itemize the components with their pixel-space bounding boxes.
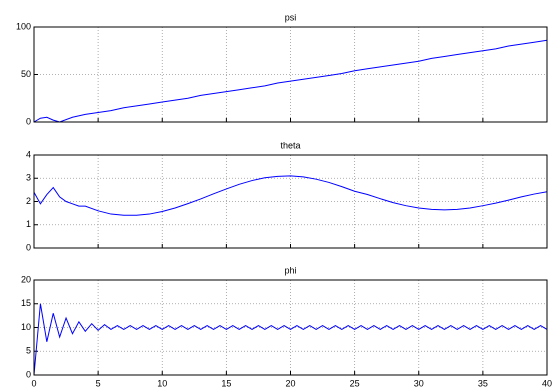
axes-box: [33, 154, 548, 249]
subplot-title: phi: [284, 265, 296, 275]
axes-background: [34, 155, 547, 248]
data-line: [33, 303, 548, 376]
y-tick-label: 0: [26, 369, 31, 379]
x-tick-label: 5: [96, 378, 101, 388]
x-tick-label: 10: [157, 378, 167, 388]
subplot-title: psi: [285, 12, 297, 22]
y-tick-label: 2: [26, 196, 31, 206]
y-tick-label: 3: [26, 173, 31, 183]
y-tick-label: 20: [21, 274, 31, 284]
y-tick-label: 15: [21, 298, 31, 308]
data-line: [33, 175, 548, 216]
x-tick-label: 40: [542, 378, 552, 388]
x-tick-label: 15: [221, 378, 231, 388]
axes-box: [33, 26, 548, 123]
y-tick-label: 100: [16, 21, 31, 31]
y-tick-label: 50: [21, 69, 31, 79]
y-tick-label: 5: [26, 346, 31, 356]
y-tick-label: 1: [26, 219, 31, 229]
x-tick-label: 30: [414, 378, 424, 388]
y-tick-label: 4: [26, 149, 31, 159]
subplot-title: theta: [280, 140, 300, 150]
y-tick-label: 0: [26, 116, 31, 126]
x-tick-label: 25: [350, 378, 360, 388]
x-tick-label: 20: [285, 378, 295, 388]
axes-box: [33, 279, 548, 376]
y-tick-label: 10: [21, 322, 31, 332]
x-tick-label: 35: [478, 378, 488, 388]
x-tick-label: 0: [31, 378, 36, 388]
data-line: [33, 39, 548, 123]
axes-background: [34, 27, 547, 122]
y-tick-label: 0: [26, 242, 31, 252]
axes-background: [34, 280, 547, 375]
